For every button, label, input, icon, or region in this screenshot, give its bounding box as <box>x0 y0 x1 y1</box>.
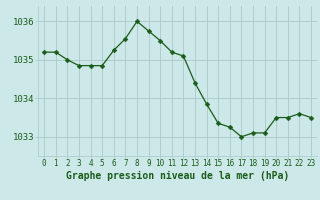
X-axis label: Graphe pression niveau de la mer (hPa): Graphe pression niveau de la mer (hPa) <box>66 171 289 181</box>
